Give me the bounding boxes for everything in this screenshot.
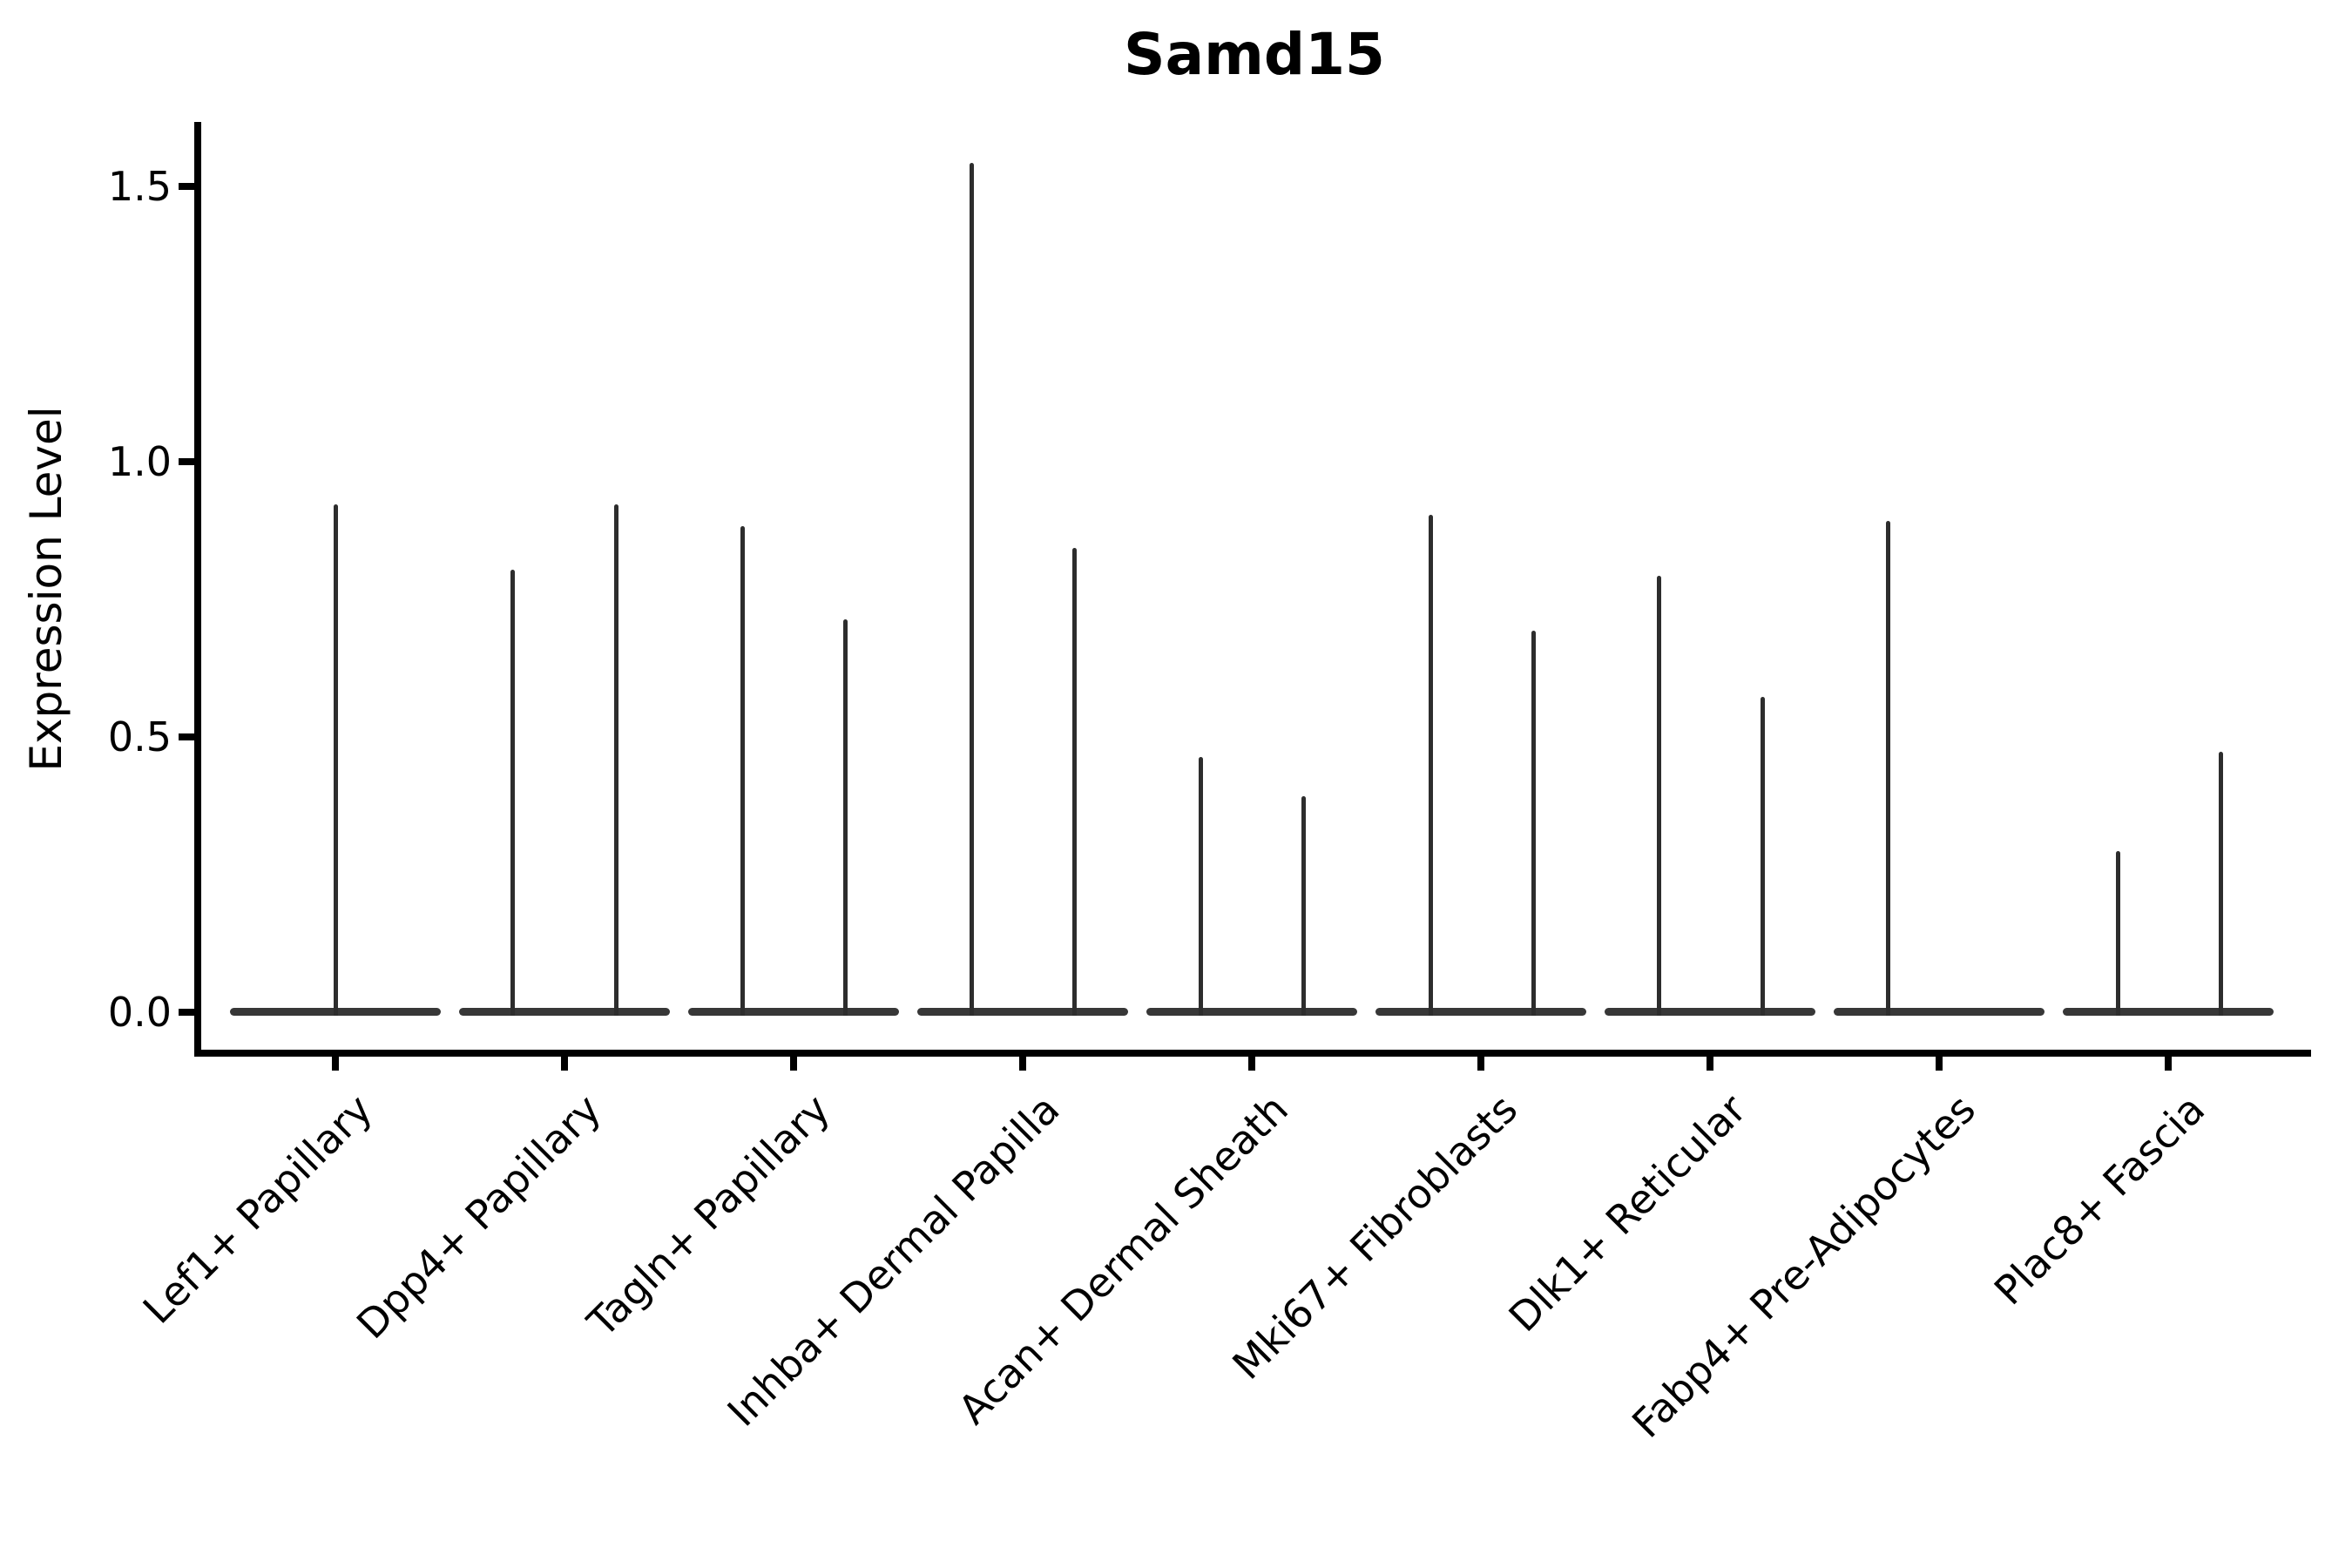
y-tick-mark [179,1009,194,1016]
violin-base [459,1008,670,1016]
violin-spike [1531,630,1536,1016]
y-tick-label: 1.5 [107,163,172,210]
violin-spike [1657,575,1661,1016]
x-tick-mark [1477,1057,1484,1071]
violin-spike [1199,757,1203,1016]
x-tick-mark [2165,1057,2172,1071]
x-category-label: Lef1+ Papillary [133,1085,382,1333]
violin-spike [614,504,618,1016]
x-tick-mark [561,1057,568,1071]
violin-spike [843,619,848,1016]
violin-spike [1761,696,1765,1016]
x-category-label: Dpp4+ Papillary [347,1085,611,1348]
violin-spike [1429,515,1433,1016]
x-category-label: Tagln+ Papillary [578,1085,840,1346]
violin-spike [1072,548,1077,1016]
x-tick-mark [1707,1057,1713,1071]
y-axis-spine [194,122,201,1057]
violin-spike [510,570,515,1016]
x-tick-mark [1248,1057,1255,1071]
y-tick-label: 1.0 [107,438,172,485]
violin-spike [1301,795,1306,1016]
x-category-label: Dlk1+ Reticular [1499,1085,1756,1342]
x-tick-mark [790,1057,797,1071]
violin-base [1605,1008,1815,1016]
violin-spike [2116,850,2120,1016]
chart-title: Samd15 [1124,21,1385,88]
x-tick-mark [1936,1057,1943,1071]
y-tick-mark [179,183,194,190]
violin-base [1834,1008,2044,1016]
violin-spike [334,504,338,1016]
violin-spike [970,162,974,1016]
y-tick-mark [179,733,194,740]
x-axis-spine [194,1050,2311,1057]
violin-base [1146,1008,1357,1016]
violin-spike [2219,751,2223,1016]
y-tick-label: 0.0 [107,989,172,1036]
x-tick-mark [1019,1057,1026,1071]
violin-spike [1886,520,1890,1016]
y-tick-label: 0.5 [107,713,172,760]
violin-base [688,1008,899,1016]
x-category-label: Plac8+ Fascia [1984,1085,2214,1315]
y-tick-mark [179,458,194,465]
x-tick-mark [332,1057,339,1071]
violin-spike [740,525,745,1016]
violin-base [2063,1008,2274,1016]
violin-base [917,1008,1128,1016]
violin-base [1375,1008,1586,1016]
